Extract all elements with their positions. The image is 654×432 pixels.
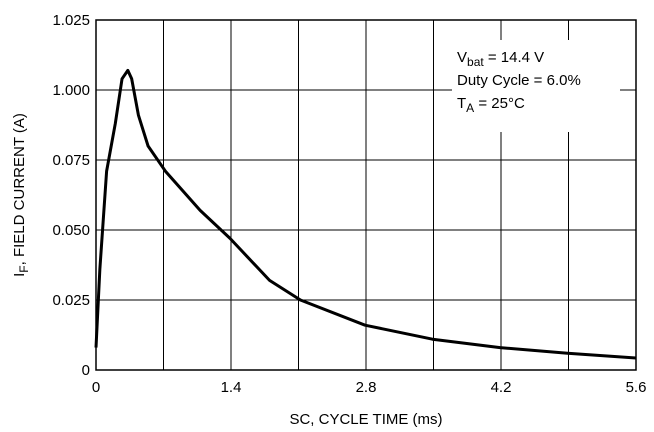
annotation-symbol: V (457, 49, 467, 66)
annotation-subscript: A (466, 101, 474, 115)
y-tick-label: 0.075 (52, 152, 90, 169)
annotation-text: = 25°C (474, 95, 525, 112)
annotation: Duty Cycle = 6.0% (457, 72, 581, 89)
x-tick-label: 0 (92, 379, 100, 396)
x-tick-label: 2.8 (356, 379, 377, 396)
x-tick-label: 5.6 (626, 379, 647, 396)
plot-frame (95, 19, 637, 371)
x-axis-label: SC, CYCLE TIME (ms) (289, 411, 442, 428)
x-tick-label: 4.2 (491, 379, 512, 396)
y-tick-label: 1.025 (52, 12, 90, 29)
annotation: TA = 25°C (457, 95, 525, 115)
x-tick-label: 1.4 (221, 379, 242, 396)
y-tick-label: 0.050 (52, 222, 90, 239)
annotation-box (452, 40, 620, 132)
y-tick-label: 0.025 (52, 292, 90, 309)
annotation: Vbat = 14.4 V (457, 49, 544, 69)
y-label-subscript: F (17, 265, 31, 272)
y-tick-label: 1.000 (52, 82, 90, 99)
annotation-subscript: bat (467, 55, 484, 69)
y-axis-label: IF, FIELD CURRENT (A) (11, 113, 31, 277)
annotation-symbol: T (457, 95, 466, 112)
y-tick-label: 0 (82, 362, 90, 379)
y-label-text: , FIELD CURRENT (A) (11, 113, 28, 265)
data-line (94, 68, 637, 360)
annotation-symbol: Duty Cycle = 6.0% (457, 72, 581, 89)
y-label-symbol: I (11, 273, 28, 277)
annotation-text: = 14.4 V (484, 49, 544, 66)
